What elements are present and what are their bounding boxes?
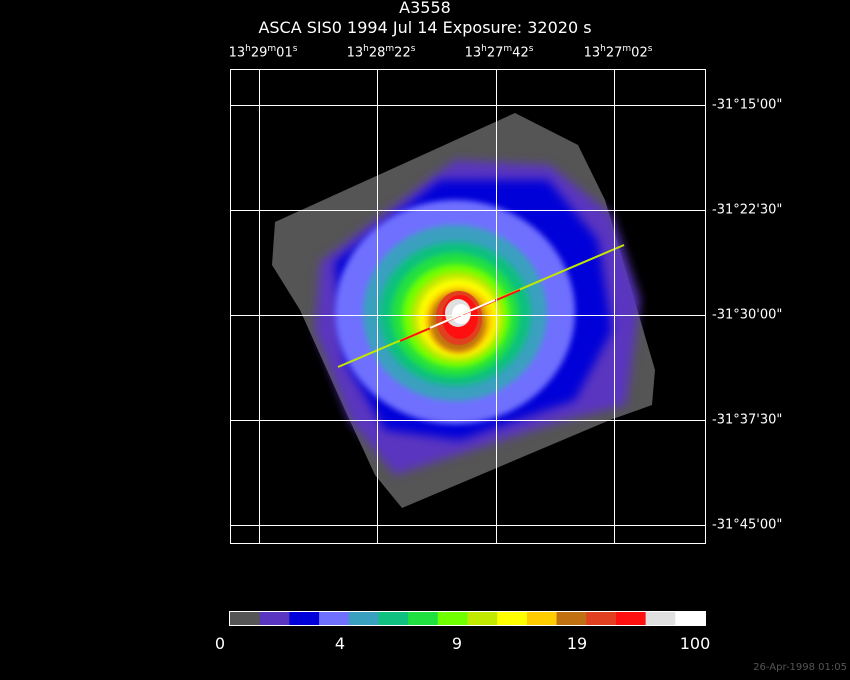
colorbar-label: 19 — [566, 634, 588, 653]
colorbar-swatch — [230, 612, 261, 625]
colorbar-label: 4 — [334, 634, 346, 653]
dec-tick-label: -31°15'00" — [712, 97, 783, 113]
xray-emission-image — [272, 113, 655, 508]
colorbar-swatch — [259, 612, 290, 625]
observation-info: ASCA SIS0 1994 Jul 14 Exposure: 32020 s — [258, 18, 592, 37]
colorbar-swatch — [408, 612, 439, 625]
dec-tick-label: -31°22'30" — [712, 202, 783, 218]
colorbar-frame — [229, 611, 706, 626]
ra-tick-label: 13h27m02s — [583, 44, 653, 61]
colorbar-swatch — [319, 612, 350, 625]
colorbar-swatch — [467, 612, 498, 625]
colorbar-swatch — [675, 612, 706, 625]
colorbar — [230, 612, 706, 625]
ra-tick-label: 13h29m01s — [228, 44, 298, 61]
dec-tick-label: -31°30'00" — [712, 307, 783, 323]
timestamp: 26-Apr-1998 01:05 — [753, 662, 847, 673]
colorbar-swatch — [437, 612, 468, 625]
colorbar-swatch — [615, 612, 647, 625]
colorbar-swatch — [586, 612, 617, 625]
dec-tick-label: -31°45'00" — [712, 517, 783, 533]
colorbar-swatch — [556, 612, 587, 625]
colorbar-label: 0 — [214, 634, 226, 653]
colorbar-swatch — [497, 612, 528, 625]
colorbar-label: 100 — [679, 634, 711, 653]
colorbar-swatch — [348, 612, 379, 625]
colorbar-swatch — [289, 612, 320, 625]
colorbar-swatch — [378, 612, 409, 625]
colorbar-swatch — [645, 612, 676, 625]
colorbar-swatch — [526, 612, 558, 625]
ra-tick-label: 13h28m22s — [346, 44, 416, 61]
dec-tick-label: -31°37'30" — [712, 412, 783, 428]
coordinate-grid — [230, 69, 706, 544]
colorbar-label: 9 — [451, 634, 463, 653]
ra-tick-label: 13h27m42s — [464, 44, 534, 61]
image-title: A3558 — [399, 0, 451, 17]
